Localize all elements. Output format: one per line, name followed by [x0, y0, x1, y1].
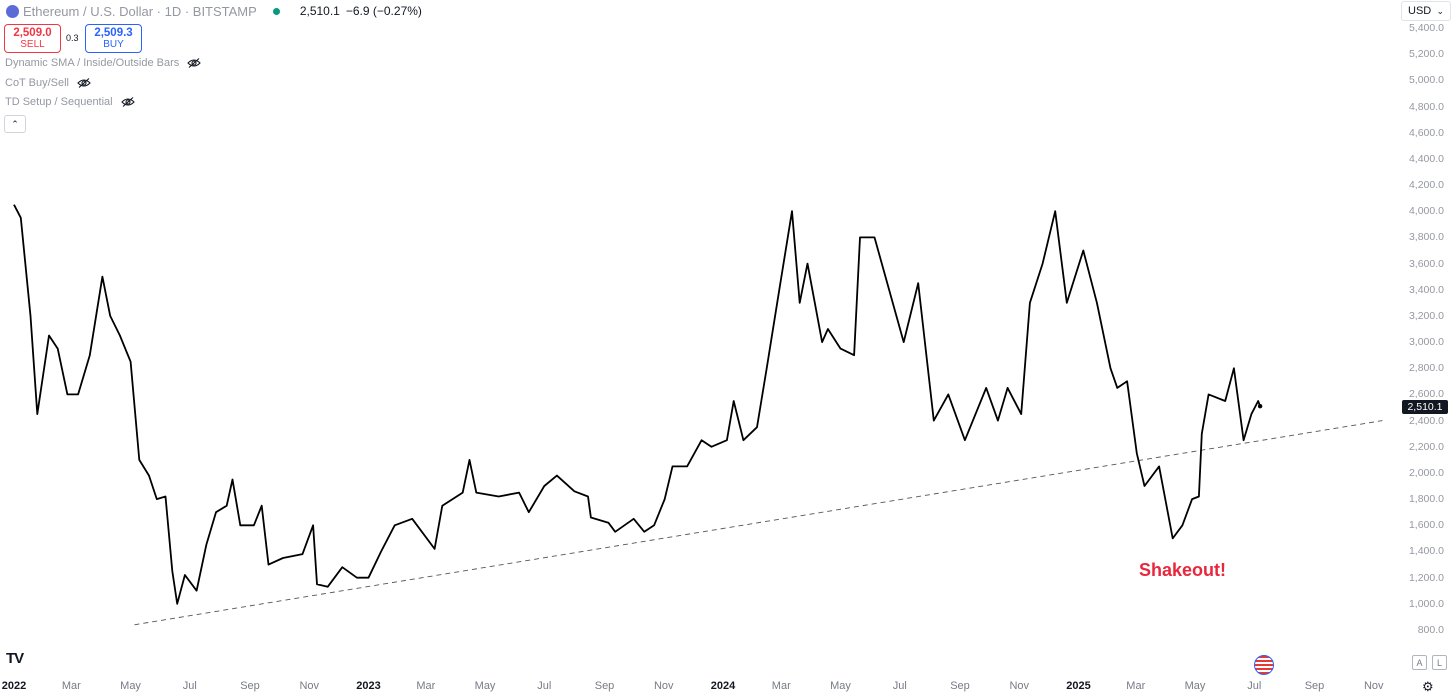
x-tick-label: Nov: [653, 680, 674, 692]
symbol-title[interactable]: Ethereum / U.S. Dollar · 1D · BITSTAMP: [23, 3, 257, 19]
indicator-legend-sma[interactable]: Dynamic SMA / Inside/Outside Bars: [5, 57, 202, 69]
x-tick-label: May: [1184, 680, 1206, 692]
symbol-header: Ethereum / U.S. Dollar · 1D · BITSTAMP 2…: [0, 0, 422, 22]
x-tick-label: May: [120, 680, 141, 692]
x-tick-label: 2025: [1066, 680, 1091, 692]
x-tick-label: Mar: [416, 680, 436, 692]
x-tick-label: 2024: [710, 680, 736, 692]
us-flag-icon[interactable]: [1254, 655, 1274, 675]
x-tick-label: 2022: [1, 680, 27, 692]
sell-price: 2,509.0: [13, 26, 52, 39]
x-tick-label: Sep: [594, 680, 615, 692]
price-series-line: [13, 204, 1261, 605]
spread-value: 0.3: [66, 33, 79, 43]
y-tick-label: 2,600.0: [1408, 388, 1444, 401]
indicator-legend-cot[interactable]: CoT Buy/Sell: [5, 77, 91, 89]
indicator-name: Dynamic SMA / Inside/Outside Bars: [5, 57, 180, 69]
tradingview-logo[interactable]: TV: [6, 650, 24, 667]
x-tick-label: Nov: [299, 680, 320, 692]
x-tick-label: Mar: [771, 680, 791, 692]
y-tick-label: 5,200.0: [1408, 48, 1444, 61]
buy-button[interactable]: 2,509.3 BUY: [85, 24, 142, 53]
x-tick-label: May: [830, 680, 851, 692]
x-tick-label: Jul: [182, 680, 197, 692]
collapse-legend-button[interactable]: ⌃: [4, 115, 26, 133]
currency-select[interactable]: USD ⌄: [1401, 1, 1451, 21]
x-tick-label: Jul: [1247, 680, 1262, 692]
x-tick-label: Sep: [950, 680, 970, 692]
chevron-down-icon: ⌄: [1436, 5, 1444, 16]
y-tick-label: 4,200.0: [1408, 179, 1444, 192]
hidden-eye-icon[interactable]: [120, 97, 135, 107]
last-price: 2,510.1: [299, 4, 340, 18]
y-tick-label: 2,200.0: [1408, 440, 1444, 453]
price-line-layer: [13, 204, 1263, 605]
y-tick-label: 2,000.0: [1408, 466, 1444, 479]
sell-button[interactable]: 2,509.0 SELL: [4, 24, 61, 53]
auto-scale-button[interactable]: A: [1412, 655, 1427, 670]
log-scale-button[interactable]: L: [1432, 655, 1447, 670]
y-tick-label: 4,000.0: [1408, 205, 1444, 218]
x-tick-label: Nov: [1009, 680, 1030, 692]
x-tick-label: Mar: [1126, 680, 1146, 692]
hidden-eye-icon[interactable]: [187, 58, 202, 68]
x-tick-label: Jul: [537, 680, 552, 692]
currency-label: USD: [1408, 5, 1432, 17]
y-tick-label: 2,400.0: [1408, 414, 1444, 427]
y-tick-label: 3,200.0: [1408, 309, 1444, 322]
indicator-name: TD Setup / Sequential: [5, 96, 113, 108]
gear-icon[interactable]: ⚙: [1422, 679, 1434, 694]
y-tick-label: 3,600.0: [1408, 257, 1444, 270]
ethereum-icon: [6, 4, 19, 18]
y-tick-label: 3,000.0: [1408, 336, 1444, 349]
y-tick-label: 4,600.0: [1408, 126, 1444, 139]
x-tick-label: Nov: [1363, 680, 1384, 692]
y-tick-label: 1,800.0: [1408, 493, 1444, 506]
price-change: −6.9 (−0.27%): [345, 4, 422, 18]
y-tick-label: 5,400.0: [1408, 22, 1444, 34]
x-tick-label: Sep: [1304, 680, 1325, 692]
y-tick-label: 2,800.0: [1408, 362, 1444, 375]
y-tick-label: 3,800.0: [1408, 231, 1444, 244]
y-tick-label: 1,400.0: [1408, 545, 1444, 558]
sell-label: SELL: [20, 38, 45, 50]
y-tick-label: 4,400.0: [1408, 152, 1444, 165]
indicator-name: CoT Buy/Sell: [5, 77, 69, 89]
x-tick-label: Mar: [61, 680, 81, 692]
y-tick-label: 4,800.0: [1408, 100, 1444, 113]
support-trendline[interactable]: [134, 420, 1383, 626]
y-tick-label: 3,400.0: [1408, 283, 1444, 296]
y-tick-label: 1,000.0: [1408, 597, 1444, 610]
hidden-eye-icon[interactable]: [77, 78, 91, 88]
x-tick-label: Sep: [240, 680, 260, 692]
market-status-icon: [272, 7, 280, 15]
y-tick-label: 5,000.0: [1408, 74, 1444, 87]
y-tick-label: 800.0: [1417, 624, 1444, 636]
buy-price: 2,509.3: [94, 26, 133, 39]
chevron-up-icon: ⌃: [11, 119, 19, 129]
y-tick-label: 1,600.0: [1408, 519, 1444, 532]
indicator-legend-td[interactable]: TD Setup / Sequential: [5, 96, 135, 108]
x-tick-label: Jul: [892, 680, 907, 692]
last-price-point: [1257, 404, 1263, 409]
x-tick-label: May: [474, 680, 496, 692]
shakeout-annotation: Shakeout!: [1139, 560, 1227, 580]
buy-label: BUY: [103, 38, 124, 50]
trendline-layer: [134, 420, 1383, 626]
y-tick-label: 1,200.0: [1408, 571, 1444, 584]
last-price-label: 2,510.1: [1402, 400, 1448, 414]
x-tick-label: 2023: [356, 680, 381, 692]
